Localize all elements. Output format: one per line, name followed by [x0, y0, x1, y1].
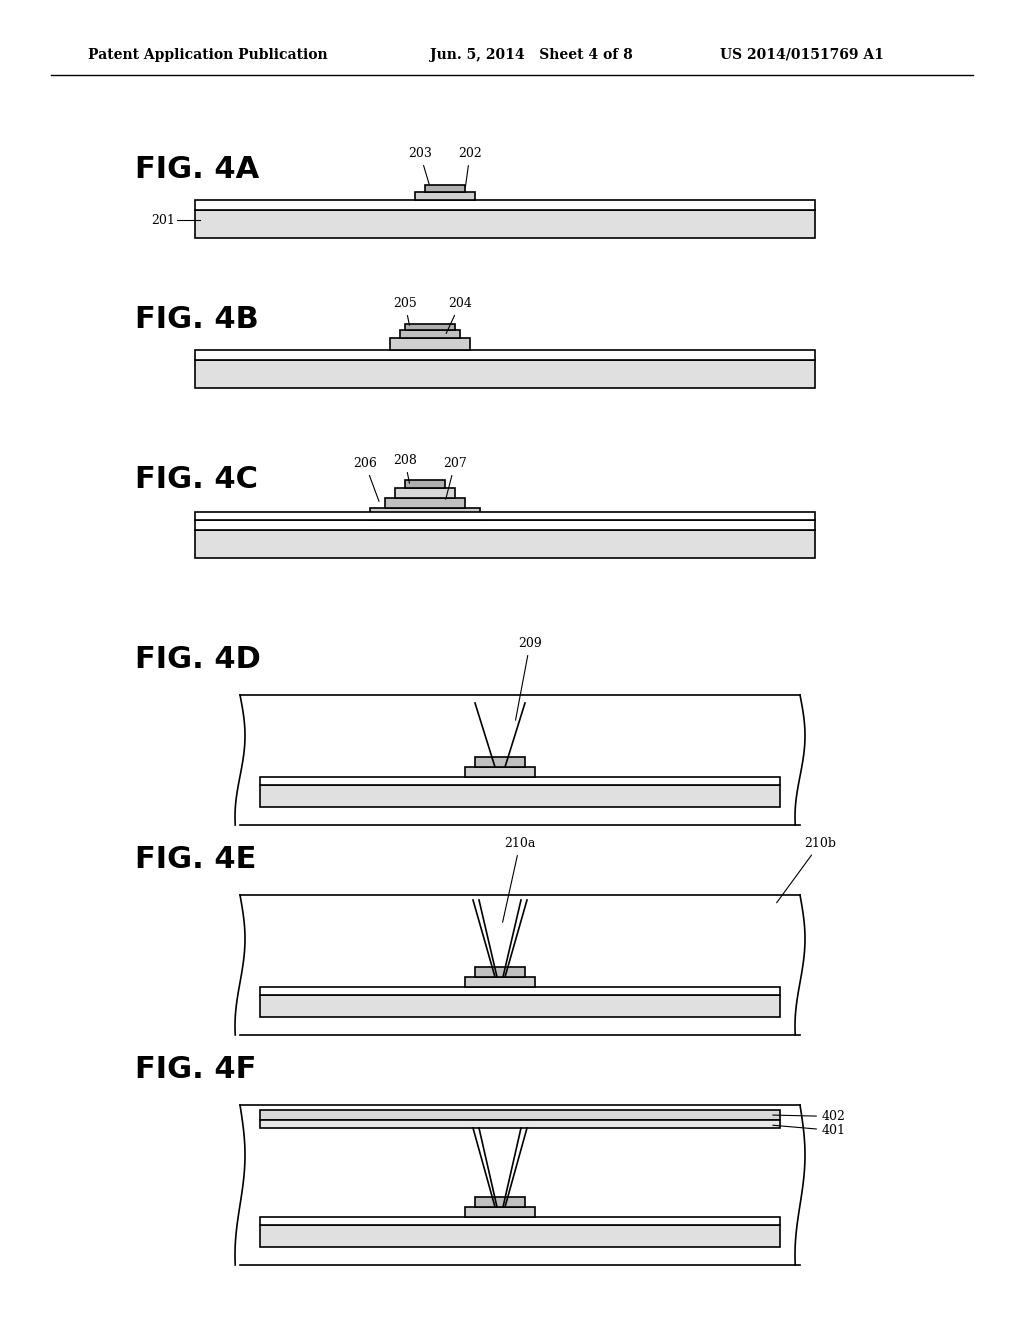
Text: 204: 204: [446, 297, 472, 334]
Bar: [260, 1225, 780, 1247]
Bar: [195, 201, 815, 210]
Polygon shape: [234, 895, 805, 1035]
Polygon shape: [234, 1105, 805, 1265]
Text: 210b: 210b: [776, 837, 836, 903]
Bar: [195, 520, 815, 531]
Bar: [400, 330, 460, 338]
Bar: [465, 767, 535, 777]
Bar: [260, 995, 780, 1016]
Bar: [475, 1197, 525, 1206]
Text: 205: 205: [393, 297, 417, 325]
Bar: [395, 488, 455, 498]
Text: 207: 207: [443, 457, 467, 499]
Text: Jun. 5, 2014   Sheet 4 of 8: Jun. 5, 2014 Sheet 4 of 8: [430, 48, 633, 62]
Bar: [390, 338, 470, 350]
Bar: [260, 987, 780, 995]
Bar: [260, 1110, 780, 1119]
Text: Patent Application Publication: Patent Application Publication: [88, 48, 328, 62]
Bar: [370, 508, 480, 520]
Bar: [385, 498, 465, 508]
Text: 210a: 210a: [503, 837, 536, 923]
Bar: [425, 185, 465, 191]
Bar: [475, 968, 525, 977]
Bar: [465, 977, 535, 987]
Bar: [195, 512, 815, 520]
Text: FIG. 4B: FIG. 4B: [135, 305, 259, 334]
Bar: [415, 191, 475, 201]
Text: 209: 209: [515, 638, 542, 721]
Bar: [475, 756, 525, 767]
Text: 208: 208: [393, 454, 417, 483]
Text: 402: 402: [773, 1110, 846, 1123]
Bar: [406, 480, 445, 488]
Bar: [195, 210, 815, 238]
Bar: [406, 323, 455, 330]
Bar: [260, 785, 780, 807]
Bar: [260, 1217, 780, 1225]
Text: FIG. 4E: FIG. 4E: [135, 845, 256, 874]
Bar: [195, 350, 815, 360]
Bar: [195, 360, 815, 388]
Text: FIG. 4C: FIG. 4C: [135, 465, 258, 494]
Bar: [260, 777, 780, 785]
Text: FIG. 4F: FIG. 4F: [135, 1055, 256, 1084]
Text: US 2014/0151769 A1: US 2014/0151769 A1: [720, 48, 884, 62]
Text: 203: 203: [408, 147, 432, 185]
Bar: [260, 1119, 780, 1129]
Text: 202: 202: [458, 147, 482, 187]
Polygon shape: [234, 696, 805, 825]
Text: 201: 201: [152, 214, 175, 227]
Bar: [195, 531, 815, 558]
Text: FIG. 4A: FIG. 4A: [135, 154, 259, 183]
Text: FIG. 4D: FIG. 4D: [135, 645, 261, 675]
Bar: [465, 1206, 535, 1217]
Text: 401: 401: [773, 1125, 846, 1137]
Text: 206: 206: [353, 457, 379, 502]
